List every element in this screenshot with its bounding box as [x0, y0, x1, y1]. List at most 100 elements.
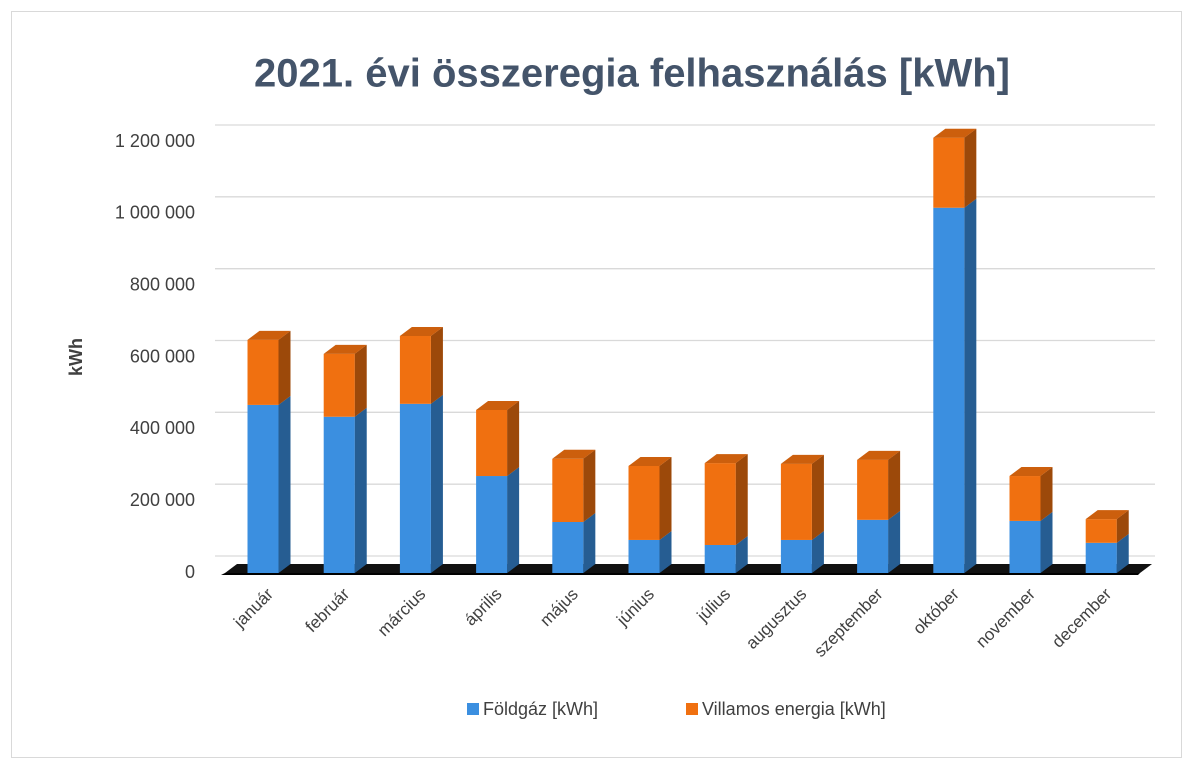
bar-side — [507, 467, 520, 573]
bar — [323, 416, 355, 573]
bar — [476, 409, 508, 477]
chart-title: 2021. évi összeregia felhasználás [kWh] — [254, 52, 1010, 96]
bar-side — [430, 394, 443, 573]
bar — [1085, 519, 1117, 543]
bar-side — [507, 400, 520, 477]
bar-side — [964, 128, 977, 208]
bar-side-shade — [659, 456, 672, 540]
bar-side — [811, 454, 824, 540]
bar-side-shade — [507, 467, 520, 573]
bar — [857, 459, 889, 520]
bar-top — [1085, 510, 1129, 520]
bar — [247, 339, 279, 405]
bar-side — [888, 510, 901, 573]
y-tick-label: 0 — [185, 562, 195, 582]
chart-frame — [11, 11, 1182, 758]
bar-side — [1040, 467, 1053, 521]
bar-side — [354, 344, 367, 417]
floor-edge — [221, 573, 1140, 575]
bar-top — [247, 330, 291, 340]
bar — [399, 403, 431, 573]
bar-side-shade — [659, 530, 672, 573]
bar-side — [888, 450, 901, 520]
bar — [704, 463, 736, 545]
bar-side — [354, 407, 367, 573]
bar-top — [399, 326, 443, 336]
bar — [247, 404, 279, 573]
bar — [1009, 520, 1041, 573]
bar — [399, 335, 431, 404]
y-tick-label: 600 000 — [130, 346, 195, 366]
bar-side — [278, 330, 291, 405]
bar-top-shade — [1085, 510, 1129, 520]
bar — [1085, 542, 1117, 573]
bar-side — [735, 454, 748, 545]
bar — [552, 458, 584, 522]
bar — [780, 463, 812, 540]
bar-side-shade — [888, 450, 901, 520]
bar-side — [659, 456, 672, 540]
bar-side — [1116, 533, 1129, 573]
bar — [704, 544, 736, 573]
bar-side-shade — [1116, 510, 1129, 543]
bar-top — [1009, 467, 1053, 477]
bar-side-shade — [430, 326, 443, 404]
y-axis-title: kWh — [66, 338, 86, 376]
bar-side-shade — [507, 400, 520, 477]
bar-top-shade — [780, 454, 824, 464]
bar-top-shade — [476, 400, 520, 410]
bar-side-shade — [430, 394, 443, 573]
bar — [552, 521, 584, 573]
bar-side — [583, 449, 596, 522]
y-tick-label: 200 000 — [130, 490, 195, 510]
bar-top — [780, 454, 824, 464]
bar-side-shade — [278, 330, 291, 405]
bar-side-shade — [1116, 533, 1129, 573]
y-tick-label: 400 000 — [130, 418, 195, 438]
legend-label: Villamos energia [kWh] — [702, 699, 886, 719]
bar-side-shade — [888, 510, 901, 573]
bar-top-shade — [552, 449, 596, 459]
bar-side — [1116, 510, 1129, 543]
y-tick-label: 1 000 000 — [115, 203, 195, 223]
bar-side — [964, 198, 977, 574]
bar — [1009, 476, 1041, 521]
bar — [780, 539, 812, 573]
bar-side-shade — [1040, 511, 1053, 573]
bar-top-shade — [323, 344, 367, 354]
bar-top-shade — [247, 330, 291, 340]
bar-top — [704, 454, 748, 464]
bar-side — [811, 530, 824, 573]
bar-side — [278, 395, 291, 573]
bar-side-shade — [735, 454, 748, 545]
bar-side-shade — [811, 530, 824, 573]
bar-top — [323, 344, 367, 354]
bar — [476, 476, 508, 573]
bar-side — [583, 512, 596, 573]
y-tick-label: 800 000 — [130, 274, 195, 294]
bar-side-shade — [964, 198, 977, 574]
bar-top — [933, 128, 977, 138]
bar-top-shade — [628, 456, 672, 466]
bar-top-shade — [1009, 467, 1053, 477]
bar-top-shade — [399, 326, 443, 336]
bar-side-shade — [964, 128, 977, 208]
y-tick-label: 1 200 000 — [115, 131, 195, 151]
bar-side-shade — [583, 512, 596, 573]
bar-side — [735, 535, 748, 573]
bar-side-shade — [811, 454, 824, 540]
bar-side-shade — [278, 395, 291, 573]
bar-top-shade — [933, 128, 977, 138]
bar-top — [857, 450, 901, 460]
bar — [933, 207, 965, 574]
bar — [628, 539, 660, 573]
bar-side-shade — [354, 407, 367, 573]
bar — [628, 465, 660, 540]
floor — [225, 564, 1152, 573]
bar — [933, 137, 965, 208]
bar-side-shade — [735, 535, 748, 573]
bar-top-shade — [704, 454, 748, 464]
legend-swatch — [467, 703, 479, 715]
bar-side — [430, 326, 443, 404]
